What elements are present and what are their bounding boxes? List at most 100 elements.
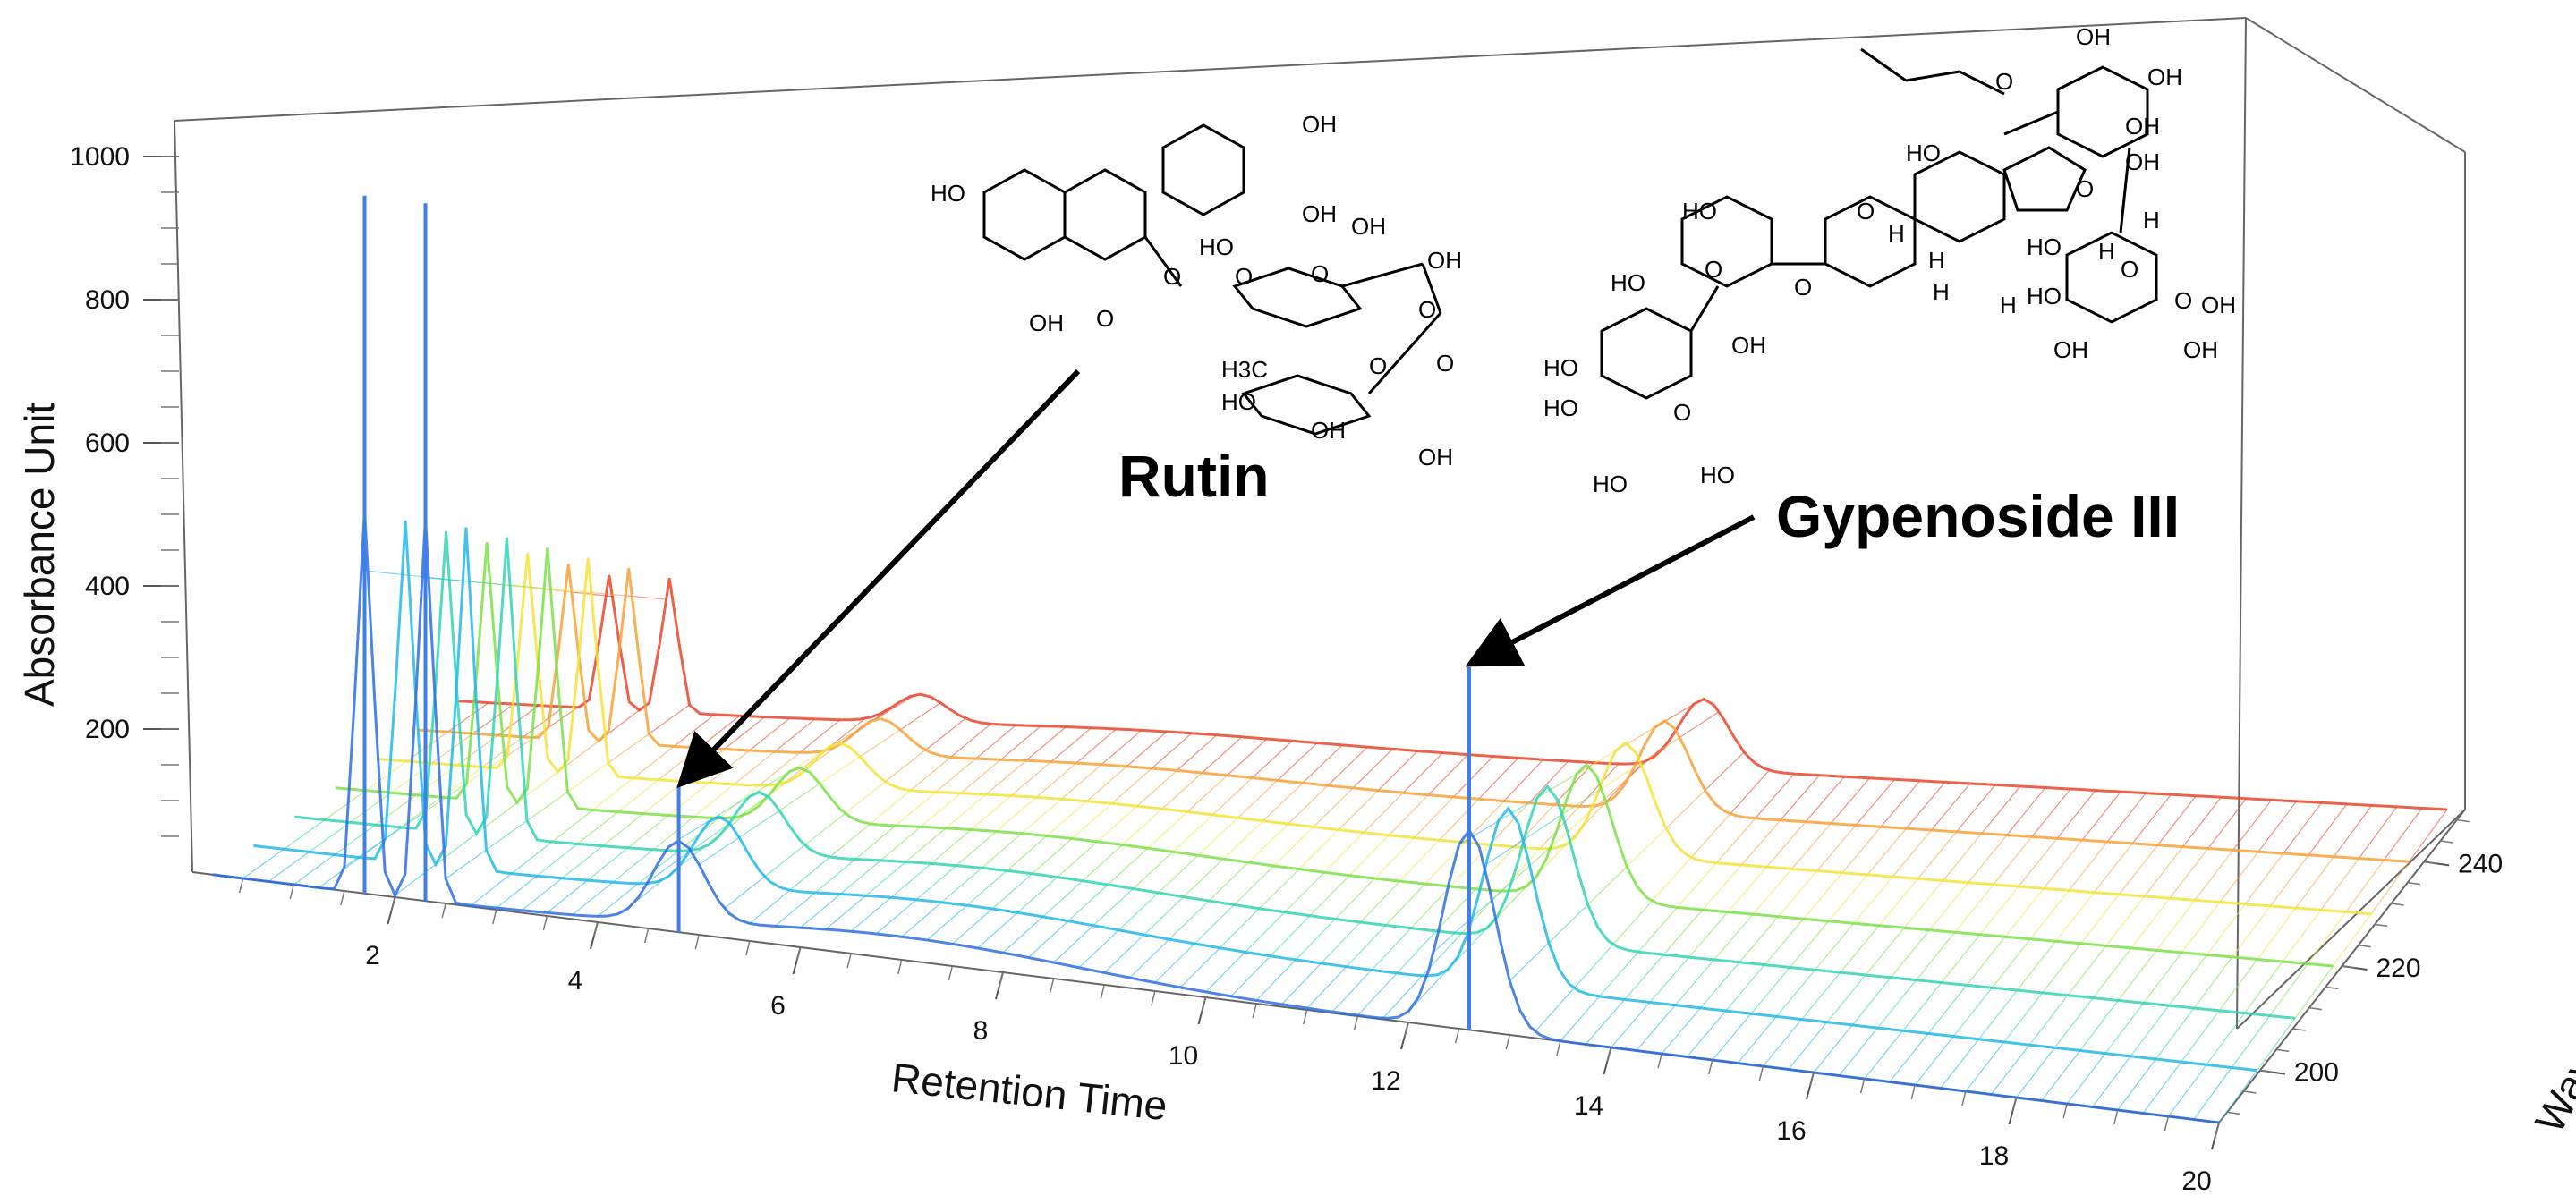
surface-mesh-line <box>1981 785 2021 835</box>
x-minor-tick <box>1252 1003 1257 1019</box>
surface-mesh-line <box>1356 972 1398 1016</box>
surface-mesh-line <box>1373 837 1415 879</box>
surface-mesh-line <box>1414 796 1454 838</box>
surface-mesh-line <box>334 824 376 855</box>
surface-mesh-line <box>1805 776 1845 823</box>
x-minor-tick <box>948 965 954 981</box>
surface-mesh-line <box>1841 826 1882 874</box>
x-minor-tick <box>340 890 345 906</box>
surface-mesh-line <box>1427 754 1469 796</box>
gypenoside-atom-label: O <box>1995 68 2013 95</box>
gypenoside-atom-label: HO <box>1700 462 1735 488</box>
surface-mesh-line <box>1917 831 1958 879</box>
surface-mesh-line <box>567 762 609 793</box>
surface-mesh-line <box>1057 841 1098 878</box>
surface-mesh-line <box>293 854 336 886</box>
surface-mesh-line <box>1536 774 1577 799</box>
gypenoside-atom-label: O <box>2076 175 2094 202</box>
rutin-atom-label: O <box>1418 296 1436 323</box>
surface-mesh-line <box>1101 729 1143 766</box>
surface-mesh-line <box>658 747 700 781</box>
surface-mesh-line <box>2043 839 2083 889</box>
surface-mesh-line <box>1611 1002 1651 1048</box>
x-tick-label: 6 <box>770 991 786 1021</box>
surface-mesh-line <box>1702 864 1742 911</box>
surface-mesh-line <box>1208 861 1249 902</box>
surface-mesh-line <box>551 810 593 843</box>
surface-mesh-line <box>1737 1016 1777 1064</box>
surface-mesh-line <box>1439 798 1480 841</box>
surface-mesh-line <box>476 801 518 835</box>
surface-mesh-line <box>935 758 976 793</box>
surface-mesh-line <box>1161 772 1203 810</box>
surface-mesh-line <box>1284 871 1325 913</box>
surface-mesh-line <box>1903 880 1943 928</box>
x-minor-tick <box>795 946 802 962</box>
surface-mesh-line <box>859 729 901 758</box>
z-minor-tick <box>2308 1006 2322 1011</box>
surface-mesh-line <box>1295 918 1336 961</box>
surface-mesh-line <box>971 795 1012 830</box>
surface-mesh-line <box>2081 791 2121 841</box>
gypenoside-atom-label: HO <box>1593 471 1628 497</box>
gypenoside-atom-label: H <box>1933 278 1950 305</box>
surface-mesh-line <box>582 591 625 597</box>
x-minor-tick <box>2011 1097 2018 1113</box>
surface-mesh-line <box>1086 766 1127 802</box>
surface-mesh-line <box>1514 804 1555 848</box>
surface-mesh-line <box>526 791 568 822</box>
surface-mesh-line <box>667 782 710 816</box>
surface-mesh-line <box>1259 869 1300 910</box>
surface-mesh-line <box>1880 780 1921 827</box>
surface-mesh-line <box>920 793 962 827</box>
surface-mesh-line <box>778 783 820 811</box>
z-axis-title: Wavelength <box>2526 928 2576 1140</box>
surface-mesh-line <box>1927 985 1968 1034</box>
z-tick-label: 240 <box>2458 849 2503 878</box>
surface-mesh-line <box>1665 790 1706 829</box>
surface-mesh-line <box>915 865 957 901</box>
x-minor-tick <box>2215 1122 2220 1138</box>
surface-mesh-line <box>511 841 553 874</box>
surface-mesh-line <box>1484 839 1524 867</box>
surface-mesh-line <box>1006 835 1048 871</box>
surface-mesh-line <box>1528 760 1569 804</box>
surface-mesh-line <box>1498 797 1538 822</box>
x-minor-tick <box>694 934 700 950</box>
surface-mesh-line <box>1346 924 1387 968</box>
z-minor-tick <box>2243 1090 2257 1094</box>
surface-mesh-line <box>794 743 836 769</box>
x-minor-tick <box>846 953 852 969</box>
surface-mesh-line <box>2093 843 2133 893</box>
surface-mesh-line <box>425 783 467 812</box>
surface-mesh-line <box>1075 728 1118 764</box>
surface-mesh-line <box>617 779 659 813</box>
surface-mesh-line <box>1046 801 1087 836</box>
surface-mesh-line <box>1762 1019 1803 1067</box>
surface-mesh-line <box>2017 940 2056 991</box>
surface-mesh-line <box>2006 787 2046 835</box>
surface-mesh-line <box>1230 955 1271 997</box>
surface-mesh-line <box>1382 975 1424 1019</box>
surface-mesh-line <box>1954 884 1994 933</box>
surface-mesh-line <box>1197 817 1238 856</box>
surface-mesh-line <box>1755 773 1795 819</box>
rutin-structure <box>982 123 1442 436</box>
surface-mesh-line <box>1288 784 1329 825</box>
surface-mesh-line <box>1273 826 1314 867</box>
z-minor-tick <box>2292 1028 2306 1031</box>
surface-mesh-line <box>2308 803 2348 856</box>
surface-mesh-line <box>1601 762 1642 790</box>
surface-mesh-line <box>2345 860 2385 912</box>
annotation-label: Gypenoside III <box>1776 483 2180 549</box>
absorbance-surface <box>212 509 2448 1124</box>
rutin-atom-label: O <box>1163 263 1181 290</box>
surface-mesh-line <box>1147 811 1188 849</box>
surface-mesh-line <box>2257 801 2298 852</box>
surface-mesh-line <box>1803 872 1843 920</box>
z-minor-tick <box>2391 903 2404 906</box>
surface-mesh-line <box>1179 947 1220 988</box>
surface-mesh-line <box>1766 821 1807 868</box>
rutin-atom-label: H3C <box>1221 356 1268 383</box>
